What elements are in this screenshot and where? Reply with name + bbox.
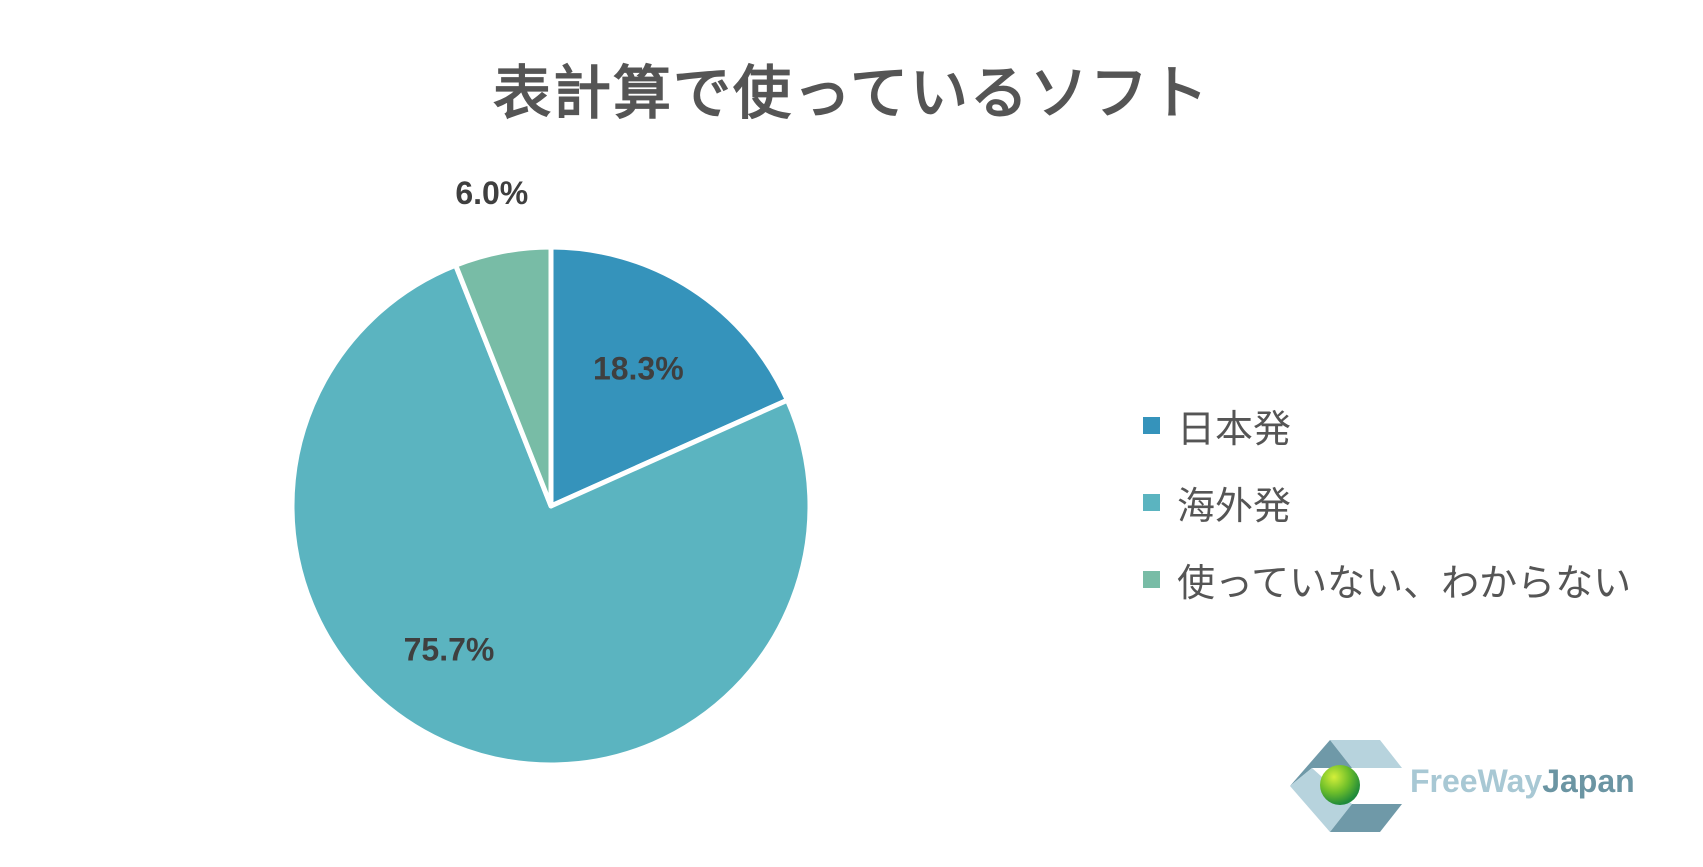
legend-item-overseas: 海外発 [1143, 482, 1631, 528]
pie-value-labels: 18.3% 75.7% 6.0% [404, 175, 684, 667]
slice-none [453, 244, 554, 509]
legend: 日本発 海外発 使っていない、わからない [1143, 405, 1631, 636]
freewayjapan-logo-icon [1290, 740, 1402, 832]
value-label-none: 6.0% [455, 175, 528, 211]
legend-label: 日本発 [1177, 406, 1292, 451]
brand-name-part2: Japan [1542, 763, 1635, 799]
slice-japan [548, 244, 790, 509]
legend-swatch [1143, 493, 1160, 511]
chart-title: 表計算で使っているソフト [492, 59, 1211, 127]
brand-name-part1: FreeWay [1410, 763, 1543, 799]
legend-item-none: 使っていない、わからない [1143, 559, 1631, 605]
pie-slices [289, 244, 813, 768]
legend-swatch [1143, 416, 1160, 434]
legend-label: 海外発 [1177, 483, 1292, 528]
slice-overseas [289, 262, 813, 768]
legend-label: 使っていない、わからない [1177, 560, 1632, 605]
value-label-japan: 18.3% [593, 351, 684, 387]
legend-item-japan: 日本発 [1143, 405, 1631, 451]
value-label-overseas: 75.7% [404, 631, 495, 667]
brand-name: FreeWayJapan [1410, 763, 1635, 800]
legend-swatch [1143, 570, 1160, 588]
